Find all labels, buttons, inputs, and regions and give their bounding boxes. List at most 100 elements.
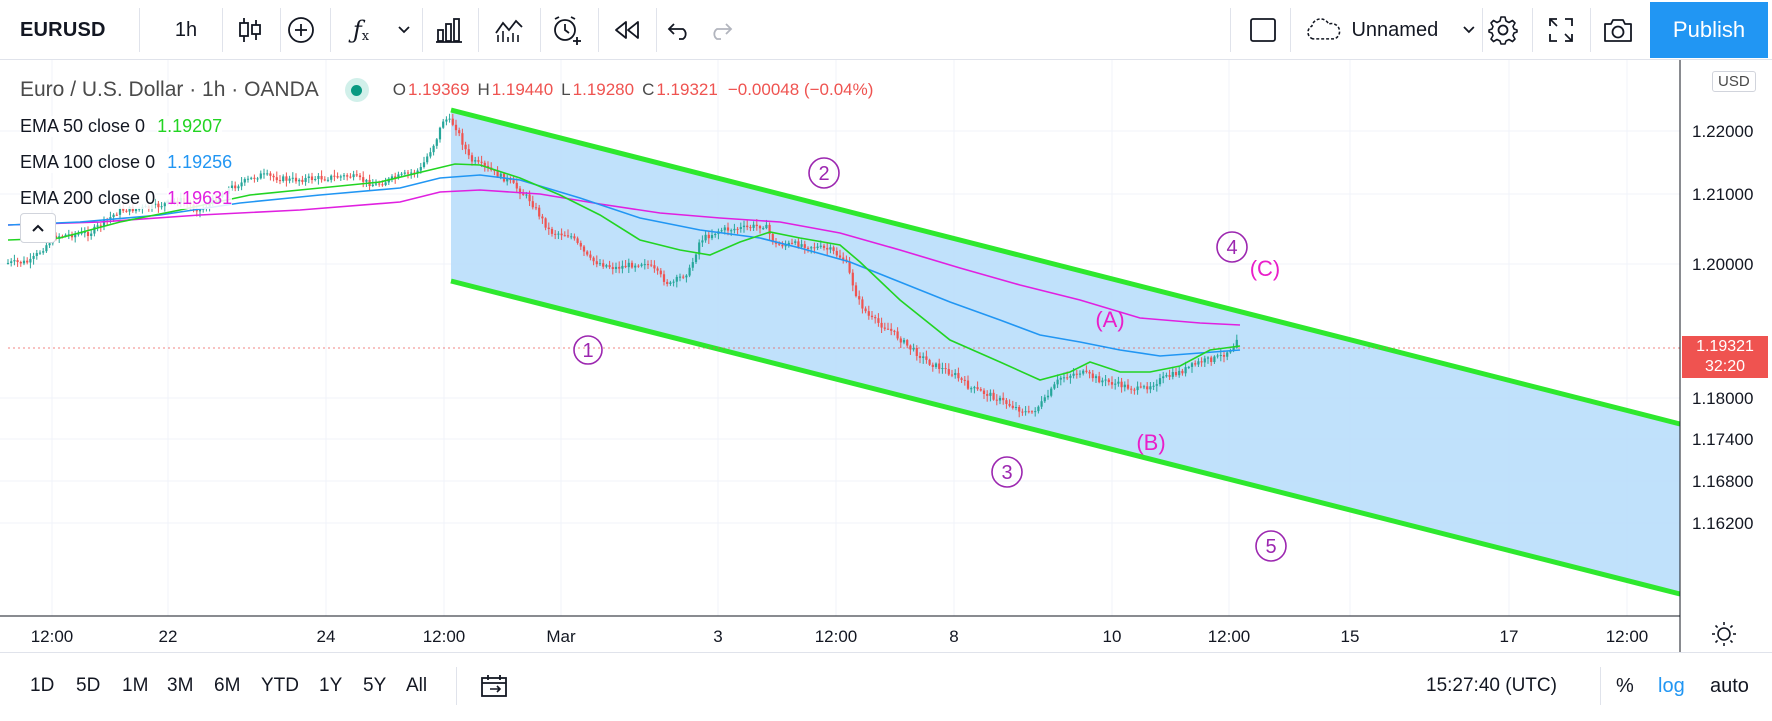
- parallel-channel-fill[interactable]: [451, 110, 1680, 594]
- chart-settings-icon[interactable]: [1712, 622, 1736, 646]
- redo-icon[interactable]: [706, 0, 736, 60]
- candles-icon[interactable]: [228, 0, 272, 60]
- candle-body: [122, 207, 125, 211]
- range-6m-button[interactable]: 6M: [214, 675, 241, 696]
- channel-lower-line[interactable]: [450, 278, 1681, 597]
- ema-100-line[interactable]: [7, 174, 1241, 357]
- templates-icon[interactable]: [490, 0, 528, 60]
- candle-body: [32, 255, 35, 259]
- symbol-search-button[interactable]: EURUSD: [20, 18, 106, 41]
- candle-body: [112, 214, 115, 218]
- chevron-up-icon: [32, 224, 44, 232]
- interval-button[interactable]: 1h: [174, 18, 198, 41]
- candle-body: [394, 176, 397, 179]
- market-status-icon[interactable]: [344, 78, 369, 102]
- wave-label-3[interactable]: 3: [991, 456, 1023, 488]
- candle-body: [1149, 386, 1152, 390]
- wave-label-4[interactable]: 4: [1216, 231, 1248, 263]
- candle-body: [1210, 357, 1213, 363]
- log-scale-toggle[interactable]: log: [1658, 674, 1685, 697]
- channel-upper-line[interactable]: [450, 107, 1681, 427]
- range-5y-button[interactable]: 5Y: [363, 675, 387, 696]
- candle-body: [989, 392, 992, 396]
- candle-body: [67, 234, 70, 236]
- candle-body: [950, 374, 954, 376]
- candle-body: [848, 261, 851, 273]
- wave-label-2[interactable]: 2: [808, 157, 840, 189]
- indicator-legend-ema50[interactable]: EMA 50 close 0 1.19207: [20, 108, 873, 144]
- chevron-down-icon[interactable]: [394, 0, 414, 60]
- wave-label-a[interactable]: (A): [1095, 307, 1124, 332]
- wave-label-1[interactable]: 1: [573, 335, 603, 365]
- candle-body: [406, 172, 410, 174]
- candle-body: [358, 175, 362, 178]
- candle-body: [259, 173, 262, 179]
- auto-scale-toggle[interactable]: auto: [1710, 674, 1749, 697]
- candle-body: [1114, 383, 1117, 385]
- candle-body: [1040, 401, 1043, 407]
- utc-clock[interactable]: 15:27:40 (UTC): [1426, 675, 1557, 696]
- candle-body: [118, 207, 122, 215]
- series-legend-row[interactable]: Euro / U.S. Dollar · 1h · OANDA O 1.19369…: [20, 72, 873, 108]
- candle-body: [1126, 384, 1130, 389]
- candle-body: [771, 234, 774, 243]
- settings-icon[interactable]: [1486, 0, 1520, 60]
- alert-icon[interactable]: [548, 0, 586, 60]
- candle-body: [243, 179, 246, 183]
- expand-icon[interactable]: [1544, 0, 1578, 60]
- ema-200-line[interactable]: [7, 189, 1241, 326]
- candle-body: [714, 233, 717, 236]
- percent-scale-toggle[interactable]: %: [1616, 674, 1634, 697]
- currency-label[interactable]: USD: [1712, 71, 1756, 92]
- toolbar-divider: [280, 8, 281, 52]
- candle-body: [1101, 380, 1104, 383]
- bars-compare-icon[interactable]: [432, 0, 466, 60]
- layout-name: Unnamed: [1351, 18, 1439, 41]
- price-tick-label: 1.22000: [1692, 122, 1753, 141]
- candle-body: [301, 179, 304, 182]
- range-3m-button[interactable]: 3M: [167, 675, 194, 696]
- add-indicator-icon[interactable]: [286, 0, 316, 60]
- layout-name-button[interactable]: Unnamed: [1304, 0, 1476, 60]
- candle-body: [320, 175, 323, 180]
- range-1m-button[interactable]: 1M: [122, 675, 149, 696]
- candle-body: [272, 175, 275, 178]
- candle-body: [1024, 411, 1027, 413]
- wave-label-c[interactable]: (C): [1250, 256, 1281, 281]
- candle-body: [326, 179, 330, 181]
- fullscreen-box-icon[interactable]: [1248, 0, 1278, 60]
- candle-body: [323, 179, 326, 181]
- date-range-icon[interactable]: [480, 653, 508, 719]
- replay-icon[interactable]: [610, 0, 644, 60]
- candle-body: [864, 308, 867, 312]
- publish-button[interactable]: Publish: [1650, 2, 1768, 58]
- wave-label-b[interactable]: (B): [1136, 430, 1165, 455]
- toolbar-divider: [222, 8, 223, 52]
- ema-50-line[interactable]: [7, 163, 1241, 381]
- range-5d-button[interactable]: 5D: [76, 675, 101, 696]
- camera-icon[interactable]: [1600, 0, 1636, 60]
- undo-icon[interactable]: [664, 0, 694, 60]
- bottom-toolbar: 1D 5D 1M 3M 6M YTD 1Y 5Y All 15:27:40 (U…: [0, 652, 1772, 721]
- candle-body: [1197, 361, 1200, 365]
- range-ytd-button[interactable]: YTD: [261, 675, 299, 696]
- collapse-legend-button[interactable]: [20, 213, 56, 243]
- candle-body: [829, 247, 832, 250]
- candle-body: [470, 155, 474, 162]
- indicator-legend-ema100[interactable]: EMA 100 close 0 1.19256: [20, 144, 873, 180]
- candle-body: [1146, 386, 1149, 390]
- candle-body: [480, 161, 483, 163]
- indicator-legend-ema200[interactable]: EMA 200 close 0 1.19631: [20, 180, 873, 216]
- range-1y-button[interactable]: 1Y: [319, 675, 343, 696]
- wave-label-5[interactable]: 5: [1255, 530, 1287, 562]
- candle-body: [650, 264, 653, 266]
- range-all-button[interactable]: All: [406, 675, 428, 696]
- candle-body: [550, 228, 554, 234]
- candle-body: [438, 127, 442, 140]
- time-axis-labels[interactable]: 12:00 22 24 12:00 Mar 3 12:00 8 10 12:00 15 17 12:00: [31, 627, 1649, 646]
- ohlc-change: −0.00048 (−0.04%): [727, 80, 874, 99]
- range-1d-button[interactable]: 1D: [30, 675, 55, 696]
- price-tick-label: 1.16200: [1692, 514, 1753, 533]
- candle-body: [918, 355, 922, 358]
